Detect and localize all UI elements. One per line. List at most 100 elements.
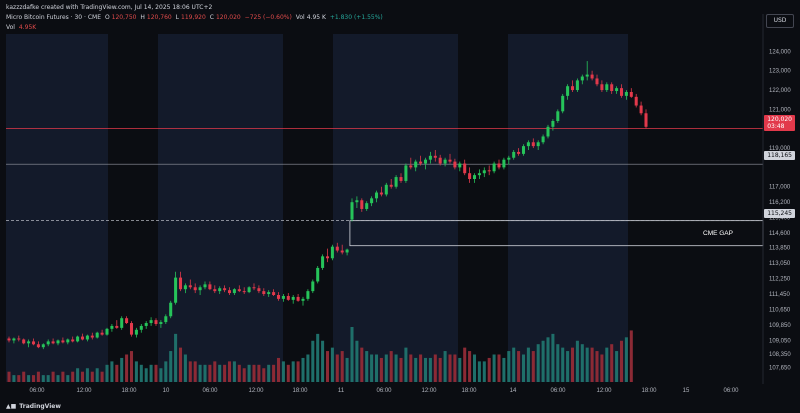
volume-bar (595, 351, 599, 382)
candle-body (590, 74, 594, 79)
candle-body (247, 287, 251, 293)
volume-bar (208, 364, 212, 382)
candle-body (311, 281, 315, 292)
candle-body (512, 151, 516, 158)
x-tick-label: 06:00 (376, 388, 392, 394)
volume-bar (61, 371, 65, 382)
volume-bar (404, 347, 408, 382)
volume-bar (193, 361, 197, 382)
y-tick-label: 123,000 (769, 69, 791, 75)
volume-bar (296, 361, 300, 382)
x-tick-label: 18:00 (461, 388, 477, 394)
candle-body (276, 295, 281, 299)
candle-body (325, 256, 330, 259)
candle-body (22, 339, 26, 344)
candle-body (639, 105, 643, 114)
volume-bar (624, 337, 628, 382)
candle-body (443, 159, 447, 164)
candle-body (472, 175, 477, 179)
candle-body (76, 336, 80, 342)
volume-bar (144, 368, 148, 382)
volume-bar (31, 375, 36, 382)
volume-bar (605, 347, 609, 382)
volume-bar (76, 368, 80, 382)
candle-body (374, 192, 379, 199)
volume-bar (414, 357, 418, 382)
tradingview-logo[interactable]: ▲■ TradingView (6, 403, 61, 410)
candle-body (46, 341, 50, 345)
volume-bar (448, 354, 452, 382)
x-tick-label: 12:00 (596, 388, 612, 394)
candle-body (262, 291, 266, 295)
y-tick-label: 112,250 (769, 277, 791, 283)
volume-bar (389, 351, 393, 382)
candle-body (482, 170, 486, 174)
session-band (6, 34, 108, 382)
candle-body (526, 142, 530, 147)
volume-bar (90, 371, 94, 382)
x-tick-label: 10 (163, 388, 170, 394)
volume-bar (526, 347, 530, 382)
candle-body (370, 198, 374, 204)
attribution-text: kazzzdafke created with TradingView.com,… (6, 4, 213, 11)
volume-bar (551, 333, 555, 382)
candle-body (208, 284, 212, 290)
volume-bar (590, 347, 594, 382)
candle-body (619, 88, 624, 96)
session-band (283, 34, 333, 382)
candle-body (360, 200, 364, 209)
change-value: −725 (−0.60%) (244, 14, 292, 21)
volume-bar (482, 361, 486, 382)
y-tick-label: 110,650 (769, 308, 791, 314)
volume-bar (428, 357, 432, 382)
volume-bar (453, 354, 457, 382)
volume-bar (247, 364, 251, 382)
volume-bar (409, 354, 413, 382)
candle-body (389, 184, 393, 187)
volume-bar (629, 330, 633, 382)
session-band (333, 34, 458, 382)
last-price-value: 120,020 (767, 116, 792, 123)
candle-body (531, 142, 535, 147)
y-tick-label: 109,850 (769, 323, 791, 329)
candle-body (139, 325, 143, 330)
volume-bar (423, 357, 428, 382)
candle-body (85, 335, 89, 340)
candle-body (541, 136, 545, 143)
candle-body (149, 320, 153, 324)
candle-body (438, 157, 442, 164)
volume-bar (487, 357, 491, 382)
session-band (158, 34, 283, 382)
volume-bar (458, 357, 462, 382)
volume-bar (477, 361, 481, 382)
volume-bar (463, 347, 467, 382)
volume-bar (159, 368, 163, 382)
volume-bar (355, 340, 359, 382)
volume-bar (129, 351, 134, 382)
symbol-title[interactable]: Micro Bitcoin Futures · 30 · CME (6, 14, 102, 21)
candle-body (237, 289, 241, 292)
candle-body (605, 84, 609, 91)
candle-body (31, 341, 36, 345)
volume-bar (252, 364, 256, 382)
volume-bar (541, 340, 545, 382)
volume-bar (281, 361, 285, 382)
y-tick-label: 108,350 (769, 352, 791, 358)
volume-bar (267, 364, 271, 382)
candle-body (203, 284, 207, 288)
currency-button[interactable]: USD (766, 14, 794, 28)
x-tick-label: 06:00 (29, 388, 45, 394)
x-tick-label: 12:00 (421, 388, 437, 394)
volume-bar (311, 340, 315, 382)
candle-body (419, 161, 423, 164)
candle-body (281, 295, 285, 299)
candle-body (556, 111, 560, 121)
volume-bar (384, 354, 388, 382)
volume-bar (536, 344, 540, 382)
candle-body (448, 159, 452, 162)
candle-body (257, 288, 261, 292)
volume-bar (149, 364, 153, 382)
volume-bar (120, 357, 124, 382)
x-tick-label: 14 (510, 388, 517, 394)
